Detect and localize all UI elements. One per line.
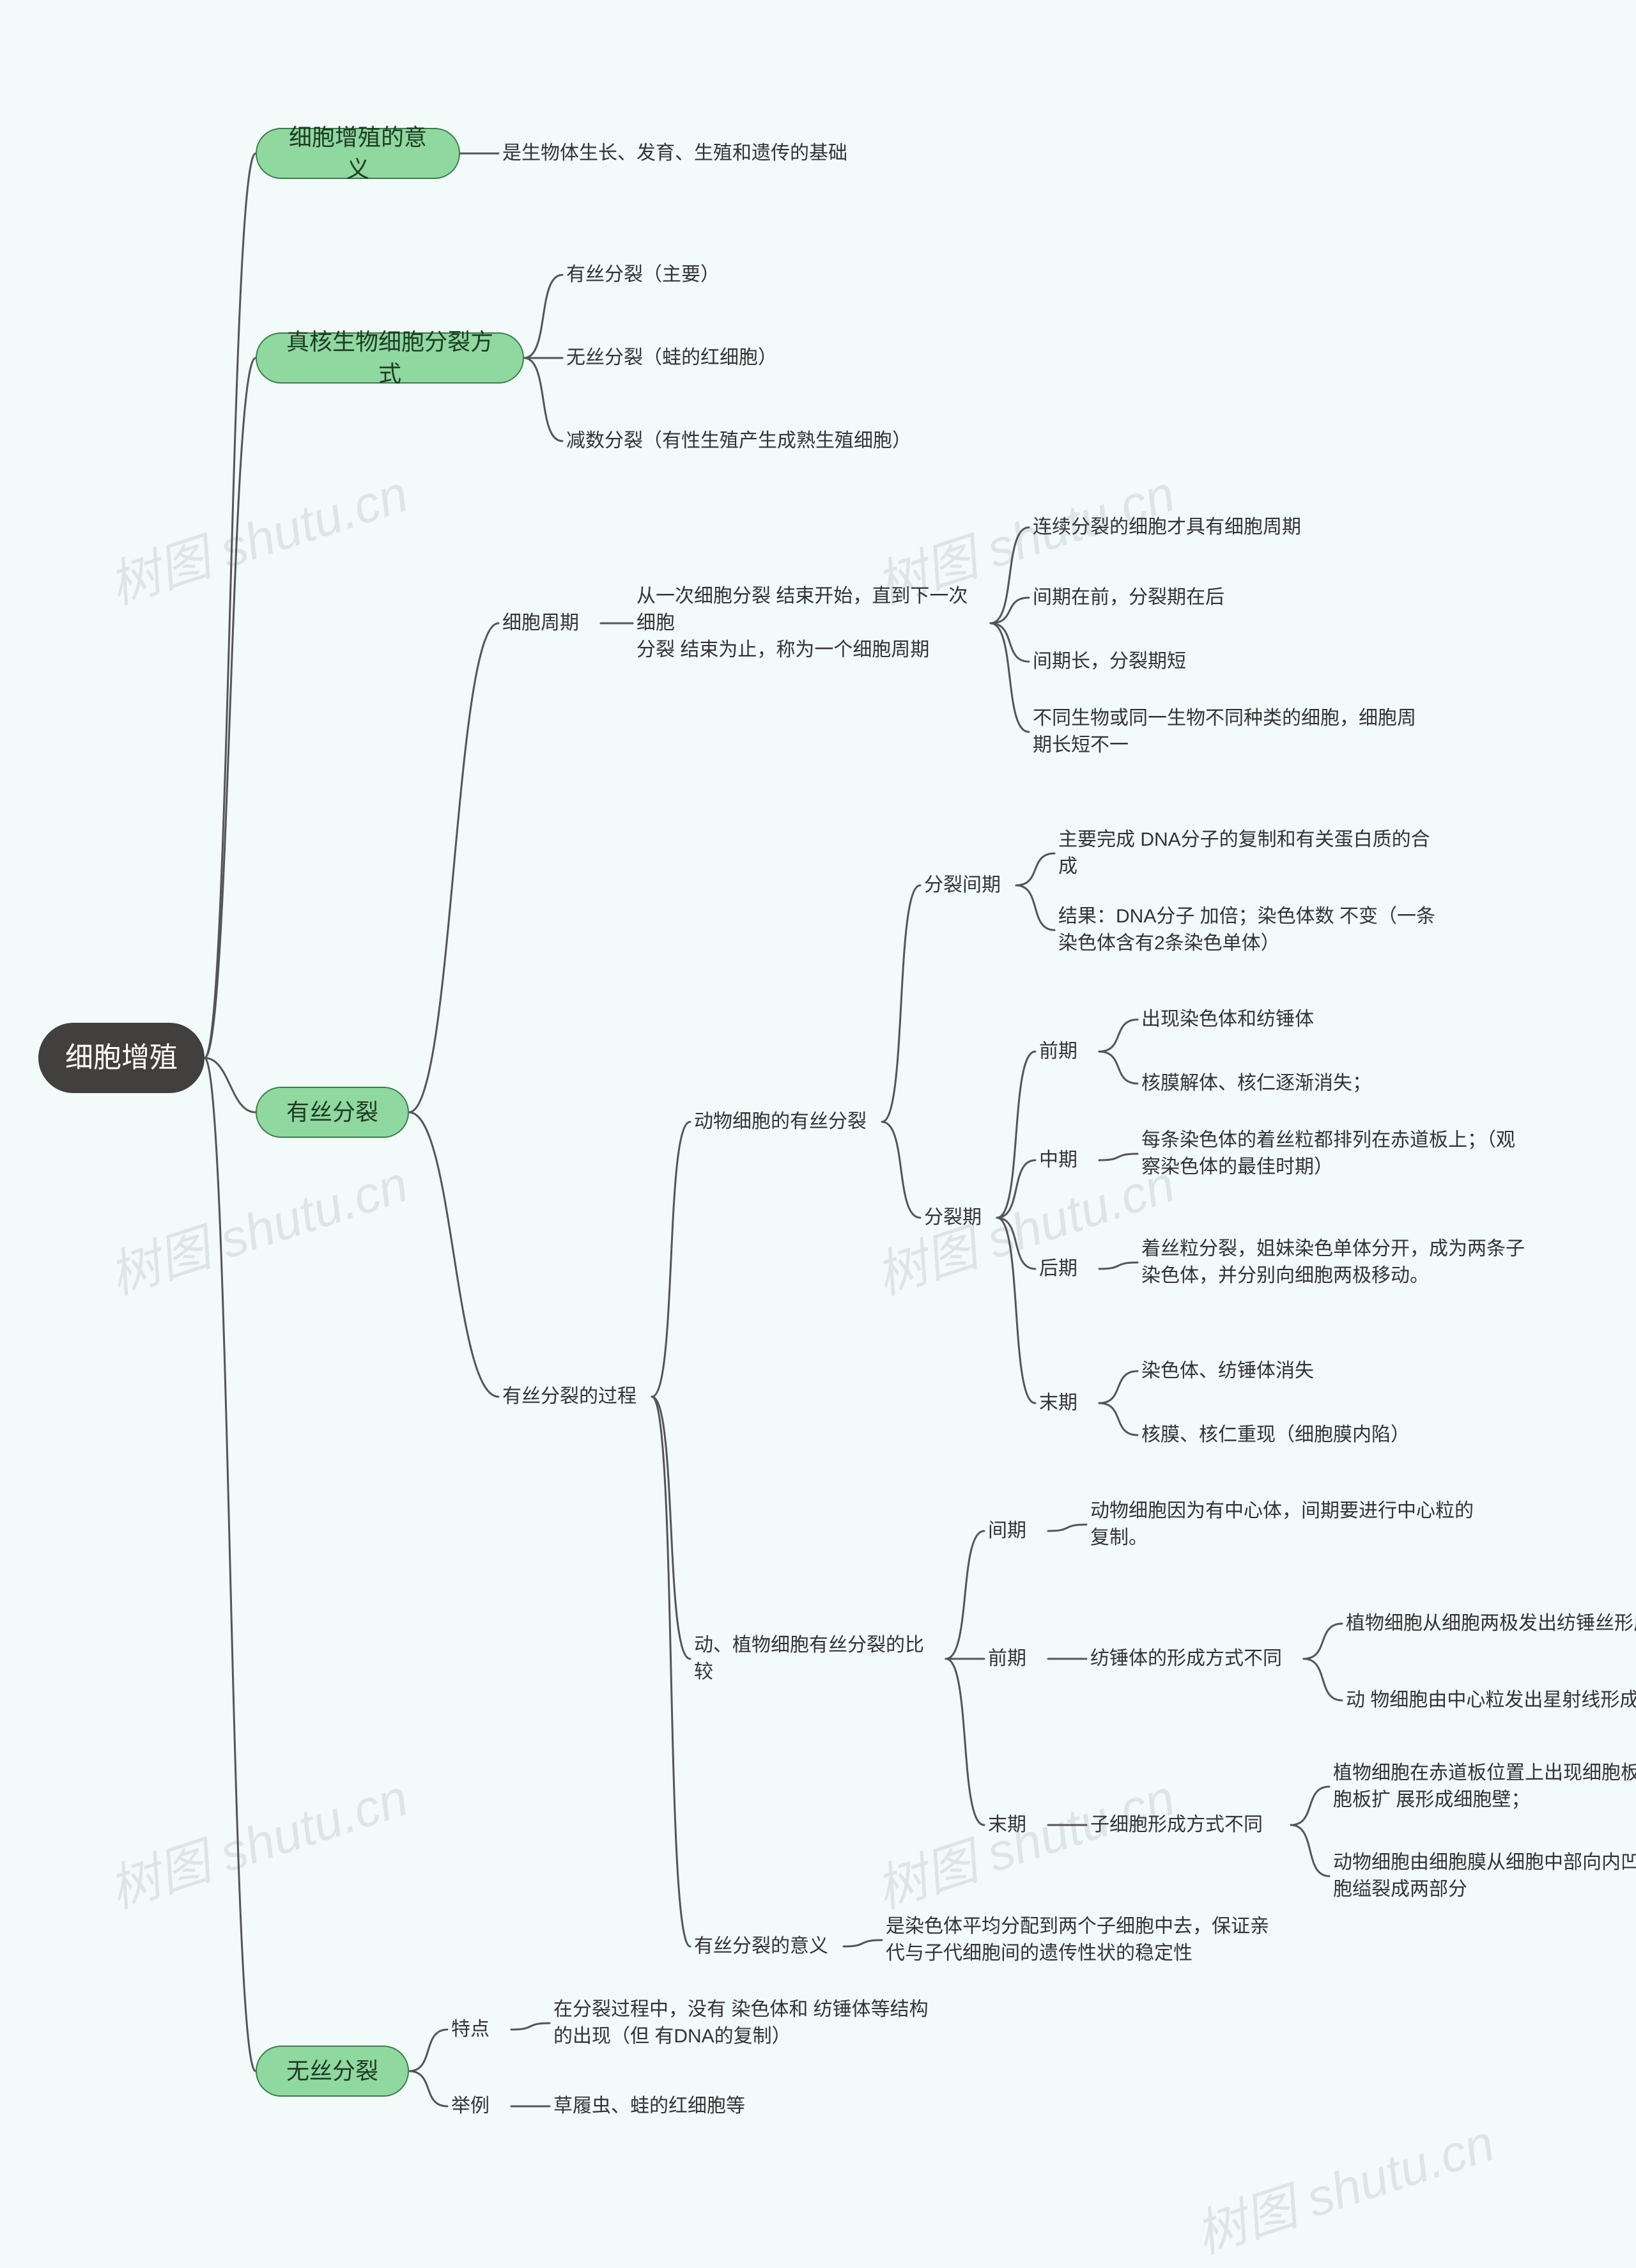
node-cqq1b: 动 物细胞由中心粒发出星射线形成纺锤体 — [1342, 1681, 1636, 1720]
edge-root-b3 — [204, 1058, 256, 1112]
node-mpre1: 出现染色体和纺锤体 — [1138, 1004, 1368, 1036]
node-b3b1: 动物细胞的有丝分裂 — [690, 1106, 882, 1138]
node-mmid1: 每条染色体的着丝粒都排列在赤道板上；（观 察染色体的最佳时期） — [1138, 1125, 1547, 1183]
node-b3b1i2: 结果：DNA分子 加倍；染色体数 不变（一条 染色体含有2条染色单体） — [1054, 901, 1463, 959]
edge-b3b1i-b3b1i1 — [1016, 853, 1054, 885]
edge-cmq1-cmq1b — [1291, 1825, 1329, 1876]
node-b3b1m: 分裂期 — [920, 1202, 997, 1234]
edge-mend-mend1 — [1099, 1371, 1138, 1403]
edge-b3-b3b — [409, 1112, 498, 1397]
node-b3a1a: 连续分裂的细胞才具有细胞周期 — [1029, 511, 1336, 543]
edge-mpre-mpre2 — [1099, 1052, 1138, 1084]
node-b4a: 特点 — [447, 2014, 511, 2046]
node-b3a1: 从一次细胞分裂 结束开始，直到下一次细胞 分裂 结束为止，称为一个细胞周期 — [633, 588, 991, 658]
node-cmq1: 子细胞形成方式不同 — [1086, 1809, 1291, 1841]
node-b3b: 有丝分裂的过程 — [498, 1381, 652, 1413]
edge-b3b-b3b1 — [652, 1122, 690, 1397]
node-b3b2: 动、植物细胞有丝分裂的比较 — [690, 1643, 946, 1675]
node-cjq1: 动物细胞因为有中心体，间期要进行中心粒的 复制。 — [1086, 1496, 1495, 1553]
edge-b3b1i-b3b1i2 — [1016, 885, 1054, 930]
edge-mmid-mmid1 — [1099, 1154, 1138, 1160]
node-mend2: 核膜、核仁重现（细胞膜内陷） — [1138, 1419, 1444, 1451]
node-b4b: 举例 — [447, 2090, 511, 2122]
node-mmid: 中期 — [1035, 1144, 1099, 1176]
node-b3b3: 有丝分裂的意义 — [690, 1930, 844, 1962]
edge-b3b1m-mmid — [997, 1160, 1035, 1218]
edge-b2-b2a — [524, 275, 562, 358]
node-mpre2: 核膜解体、核仁逐渐消失； — [1138, 1068, 1406, 1099]
node-b3b1i1: 主要完成 DNA分子的复制和有关蛋白质的合 成 — [1054, 825, 1451, 882]
edge-b3b-b3b2 — [652, 1397, 690, 1659]
node-mpre: 前期 — [1035, 1036, 1099, 1068]
node-b2c: 减数分裂（有性生殖产生成熟生殖细胞） — [562, 422, 946, 460]
edge-b3b3-b3b3a — [844, 1940, 882, 1946]
edge-mlate-mlate1 — [1099, 1262, 1138, 1269]
watermark: 树图 shutu.cn — [98, 1757, 416, 1923]
node-b3: 有丝分裂 — [256, 1087, 409, 1138]
node-b4b1: 草履虫、蛙的红细胞等 — [550, 2090, 805, 2122]
node-cjq: 间期 — [984, 1515, 1048, 1547]
node-b3a1b: 间期在前，分裂期在后 — [1029, 582, 1285, 614]
edge-root-b4 — [204, 1058, 256, 2071]
node-b3b3a: 是染色体平均分配到两个子细胞中去，保证亲 代与子代细胞间的遗传性状的稳定性 — [882, 1911, 1291, 1969]
edge-cjq-cjq1 — [1048, 1525, 1086, 1531]
edge-b3b2-cjq — [946, 1531, 984, 1659]
edge-b3b2-cmq — [946, 1659, 984, 1825]
edge-root-b1 — [204, 153, 256, 1058]
watermark: 树图 shutu.cn — [1185, 2102, 1502, 2268]
edge-b4a-b4a1 — [511, 2023, 550, 2030]
edge-b3a1-b3a1b — [991, 598, 1029, 623]
edge-b4-b4b — [409, 2071, 447, 2106]
node-cqq1a: 植物细胞从细胞两极发出纺锤丝形成纺锤体； — [1342, 1604, 1636, 1643]
edge-cqq1-cqq1a — [1304, 1624, 1342, 1659]
edge-b3a1-b3a1d — [991, 623, 1029, 732]
node-b3a1d: 不同生物或同一生物不同种类的细胞，细胞周 期长短不一 — [1029, 703, 1425, 761]
edge-b3b1-b3b1m — [882, 1122, 920, 1218]
node-b2b: 无丝分裂（蛙的红细胞） — [562, 339, 856, 377]
edge-b3b1-b3b1i — [882, 885, 920, 1122]
node-cmq1a: 植物细胞在赤道板位置上出现细胞板，并由细 胞板扩 展形成细胞壁； — [1329, 1758, 1636, 1815]
node-cqq: 前期 — [984, 1643, 1048, 1675]
edge-cmq1-cmq1a — [1291, 1787, 1329, 1825]
node-b2a: 有丝分裂（主要） — [562, 256, 818, 294]
edge-b3b-b3b3 — [652, 1397, 690, 1946]
edge-root-b2 — [204, 358, 256, 1058]
node-mend1: 染色体、纺锤体消失 — [1138, 1355, 1368, 1387]
edge-b3b1m-mend — [997, 1218, 1035, 1403]
edge-b4-b4a — [409, 2030, 447, 2071]
edge-b3a1-b3a1c — [991, 623, 1029, 662]
edge-b3a1-b3a1a — [991, 527, 1029, 623]
node-mend: 末期 — [1035, 1387, 1099, 1419]
node-mlate: 后期 — [1035, 1253, 1099, 1285]
node-cqq1: 纺锤体的形成方式不同 — [1086, 1643, 1304, 1675]
edge-cqq1-cqq1b — [1304, 1659, 1342, 1700]
watermark: 树图 shutu.cn — [98, 453, 416, 619]
node-b1a: 是生物体生长、发育、生殖和遗传的基础 — [498, 134, 882, 173]
edge-b3b1m-mpre — [997, 1052, 1035, 1218]
edge-b3-b3a — [409, 623, 498, 1112]
node-root: 细胞增殖 — [38, 1023, 204, 1093]
node-b4a1: 在分裂过程中，没有 染色体和 纺锤体等结构 的出现（但 有DNA的复制） — [550, 1994, 946, 2052]
edge-b3b1m-mlate — [997, 1218, 1035, 1269]
node-b1: 细胞增殖的意义 — [256, 128, 460, 179]
node-b3a: 细胞周期 — [498, 607, 601, 639]
node-cmq1b: 动物细胞由细胞膜从细胞中部向内凹陷，把细 胞缢裂成两部分 — [1329, 1847, 1636, 1905]
node-b3a1c: 间期长，分裂期短 — [1029, 646, 1253, 678]
edge-mend-mend2 — [1099, 1403, 1138, 1435]
watermark: 树图 shutu.cn — [98, 1143, 416, 1309]
watermark: 树图 shutu.cn — [865, 1143, 1183, 1309]
edge-mpre-mpre1 — [1099, 1020, 1138, 1052]
node-cmq: 末期 — [984, 1809, 1048, 1841]
node-b3b1i: 分裂间期 — [920, 869, 1016, 901]
node-b4: 无丝分裂 — [256, 2046, 409, 2097]
edge-b2-b2c — [524, 358, 562, 441]
node-mlate1: 着丝粒分裂，姐妹染色单体分开，成为两条子 染色体，并分别向细胞两极移动。 — [1138, 1234, 1547, 1291]
node-b2: 真核生物细胞分裂方式 — [256, 332, 524, 384]
